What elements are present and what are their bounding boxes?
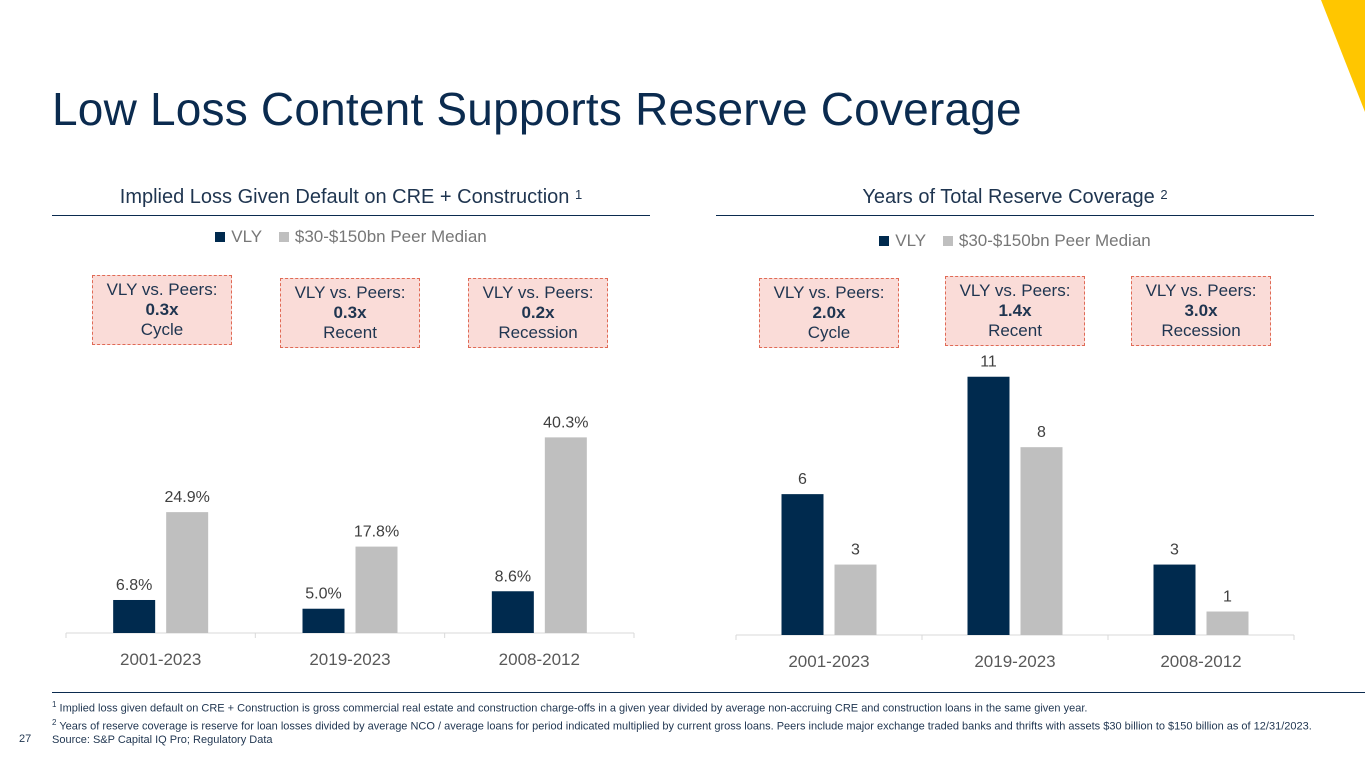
footnote-rule bbox=[52, 692, 1365, 693]
callout-period: Cycle bbox=[807, 323, 851, 342]
footnote-1: 1 Implied loss given default on CRE + Co… bbox=[52, 698, 1322, 716]
bar-peer-2008-2012 bbox=[544, 437, 587, 633]
bar-peer-2001-2023 bbox=[166, 512, 209, 633]
legend-label-vly: VLY bbox=[895, 231, 927, 250]
x-tick-label: 2001-2023 bbox=[788, 652, 869, 671]
x-tick-label: 2019-2023 bbox=[309, 650, 390, 669]
data-label-vly: 5.0% bbox=[305, 586, 341, 603]
callout-recession: VLY vs. Peers: 0.2x Recession bbox=[468, 278, 608, 348]
callout-heading: VLY vs. Peers: bbox=[773, 283, 885, 302]
data-label-vly: 6 bbox=[798, 471, 807, 488]
bar-vly-2019-2023 bbox=[967, 376, 1010, 635]
legend-swatch-vly bbox=[879, 236, 890, 246]
bar-peer-2019-2023 bbox=[355, 546, 398, 633]
bar-chart-loss-given-default: 6.8% 24.9% 2001-2023 5.0% 17.8% 2019-2023 8.6%… bbox=[65, 414, 635, 669]
footnotes: 1 Implied loss given default on CRE + Co… bbox=[52, 698, 1322, 747]
callout-period: Cycle bbox=[140, 320, 184, 339]
legend-swatch-peer bbox=[942, 236, 953, 246]
bar-peer-2008-2012 bbox=[1206, 611, 1249, 635]
chart-title-footnote: 2 bbox=[1160, 187, 1168, 202]
legend-swatch-peer bbox=[278, 232, 289, 242]
callout-period: Recent bbox=[988, 321, 1042, 340]
legend-label-peer: $30-$150bn Peer Median bbox=[958, 231, 1151, 250]
page-title: Low Loss Content Supports Reserve Covera… bbox=[52, 83, 1022, 135]
callout-cycle: VLY vs. Peers: 0.3x Cycle bbox=[92, 275, 232, 345]
legend-swatch-vly bbox=[215, 232, 226, 242]
x-tick-label: 2019-2023 bbox=[974, 652, 1055, 671]
callout-multiple: 0.3x bbox=[145, 300, 179, 319]
chart-title-rule bbox=[716, 215, 1314, 216]
legend-item-peer: $30-$150bn Peer Median bbox=[942, 231, 1151, 251]
corner-accent-shape bbox=[1321, 0, 1365, 112]
bar-vly-2008-2012 bbox=[1153, 564, 1196, 635]
callout-heading: VLY vs. Peers: bbox=[959, 281, 1071, 300]
callout-period: Recent bbox=[323, 323, 377, 342]
bar-vly-2019-2023 bbox=[302, 608, 345, 633]
bar-peer-2019-2023 bbox=[1020, 447, 1063, 635]
bar-chart-reserve-coverage: 6 3 2001-2023 11 8 2019-2023 3 1 2008-2012 bbox=[735, 354, 1295, 671]
legend-item-vly: VLY bbox=[215, 227, 262, 247]
footnote-text: Years of reserve coverage is reserve for… bbox=[52, 720, 1312, 747]
data-label-peer: 17.8% bbox=[354, 524, 399, 541]
footnote-marker: 1 bbox=[52, 700, 57, 709]
corner-accent bbox=[1321, 0, 1365, 112]
data-label-vly: 6.8% bbox=[116, 577, 152, 594]
bar-peer-2001-2023 bbox=[834, 564, 877, 635]
footnote-marker: 2 bbox=[52, 717, 57, 727]
callout-multiple: 0.3x bbox=[333, 303, 367, 322]
data-label-peer: 3 bbox=[851, 542, 860, 559]
bar-vly-2001-2023 bbox=[113, 599, 156, 633]
legend-label-peer: $30-$150bn Peer Median bbox=[294, 227, 487, 246]
callout-heading: VLY vs. Peers: bbox=[294, 283, 406, 302]
callout-heading: VLY vs. Peers: bbox=[482, 283, 594, 302]
chart-title-footnote: 1 bbox=[575, 187, 583, 202]
footnote-text: Implied loss given default on CRE + Cons… bbox=[59, 702, 1088, 715]
chart-title: Implied Loss Given Default on CRE + Cons… bbox=[52, 183, 650, 211]
x-tick-label: 2001-2023 bbox=[120, 650, 201, 669]
callout-heading: VLY vs. Peers: bbox=[1145, 281, 1257, 300]
data-label-vly: 8.6% bbox=[495, 568, 531, 585]
callout-recent: VLY vs. Peers: 1.4x Recent bbox=[945, 276, 1085, 346]
chart-legend: VLY $30-$150bn Peer Median bbox=[716, 231, 1314, 251]
callout-multiple: 1.4x bbox=[998, 301, 1032, 320]
callout-cycle: VLY vs. Peers: 2.0x Cycle bbox=[759, 278, 899, 348]
callout-recession: VLY vs. Peers: 3.0x Recession bbox=[1131, 276, 1271, 346]
legend-item-peer: $30-$150bn Peer Median bbox=[278, 227, 487, 247]
data-label-vly: 3 bbox=[1170, 542, 1179, 559]
data-label-peer: 1 bbox=[1223, 589, 1232, 606]
callout-heading: VLY vs. Peers: bbox=[106, 280, 218, 299]
x-tick-label: 2008-2012 bbox=[1160, 652, 1241, 671]
data-label-peer: 24.9% bbox=[164, 489, 209, 506]
chart-title-text: Implied Loss Given Default on CRE + Cons… bbox=[119, 186, 570, 208]
chart-legend: VLY $30-$150bn Peer Median bbox=[52, 227, 650, 247]
chart-panel-reserve-coverage: Years of Total Reserve Coverage 2 VLY $3… bbox=[716, 183, 1314, 673]
data-label-vly: 11 bbox=[980, 354, 997, 371]
callout-period: Recession bbox=[1161, 321, 1241, 340]
callout-multiple: 2.0x bbox=[812, 303, 846, 322]
page-number: 27 bbox=[19, 733, 32, 745]
data-label-peer: 40.3% bbox=[543, 414, 588, 431]
chart-title-rule bbox=[52, 215, 650, 216]
footnote-2: 2 Years of reserve coverage is reserve f… bbox=[52, 716, 1322, 748]
chart-title: Years of Total Reserve Coverage 2 bbox=[716, 183, 1314, 211]
data-label-peer: 8 bbox=[1037, 424, 1046, 441]
x-tick-label: 2008-2012 bbox=[499, 650, 580, 669]
bar-vly-2008-2012 bbox=[491, 591, 534, 633]
bar-vly-2001-2023 bbox=[781, 494, 824, 635]
legend-label-vly: VLY bbox=[231, 227, 263, 246]
legend-item-vly: VLY bbox=[879, 231, 926, 251]
callout-recent: VLY vs. Peers: 0.3x Recent bbox=[280, 278, 420, 348]
chart-panel-loss-given-default: Implied Loss Given Default on CRE + Cons… bbox=[52, 183, 650, 673]
callout-multiple: 3.0x bbox=[1184, 301, 1218, 320]
callout-period: Recession bbox=[498, 323, 578, 342]
chart-title-text: Years of Total Reserve Coverage bbox=[862, 186, 1155, 208]
callout-multiple: 0.2x bbox=[521, 303, 555, 322]
